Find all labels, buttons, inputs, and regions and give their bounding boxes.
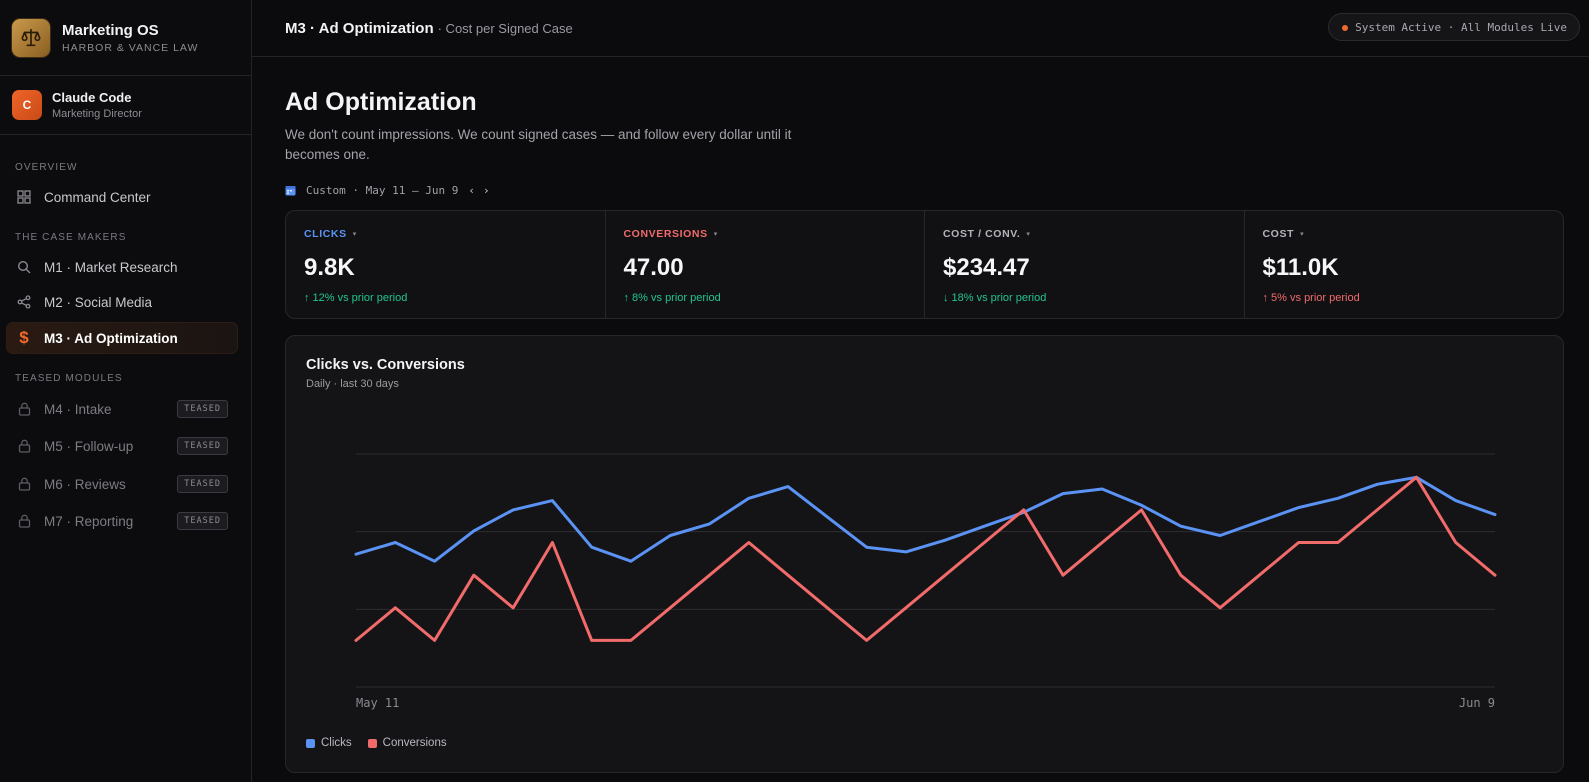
legend-swatch (306, 738, 315, 748)
sidebar-item-label: M6 · Reviews (44, 476, 126, 492)
kpi-strip: CLICKS ▾ 9.8K ↑ 12% vs prior period CONVE… (285, 210, 1564, 319)
legend-swatch (367, 738, 377, 748)
kpi-value: 47.00 (623, 254, 684, 281)
user-name: Claude Code (52, 90, 132, 105)
lock-icon (16, 513, 32, 529)
sidebar-item-ad-optimization[interactable]: $ M3 · Ad Optimization (6, 322, 238, 354)
date-range-label: Custom · May 11 – Jun 9 (306, 184, 459, 197)
brand-subtitle: HARBOR & VANCE LAW (62, 41, 199, 54)
kpi-value: $11.0K (1262, 254, 1339, 281)
kpi-conversions[interactable]: CONVERSIONS ▾ 47.00 ↑ 8% vs prior period (606, 211, 925, 318)
sidebar-item-follow-up[interactable]: M5 · Follow-up TEASED (6, 430, 238, 462)
kpi-delta: ↑ 12% vs prior period (304, 292, 408, 304)
x-tick-label: May 11 (356, 696, 399, 710)
chart-legend: Clicks Conversions (306, 737, 463, 749)
kpi-value: 9.8K (304, 254, 355, 281)
sidebar-item-label: M2 · Social Media (44, 294, 153, 310)
teased-badge: TEASED (177, 437, 228, 455)
sidebar-item-label: M3 · Ad Optimization (44, 330, 178, 346)
teased-badge: TEASED (177, 400, 228, 418)
legend-label: Conversions (382, 737, 447, 749)
caret-down-icon: ▾ (1026, 231, 1031, 238)
kpi-cost[interactable]: COST ▾ $11.0K ↑ 5% vs prior period (1245, 211, 1564, 318)
sidebar-item-reviews[interactable]: M6 · Reviews TEASED (6, 468, 238, 500)
search-icon (16, 259, 32, 275)
chart-subtitle: Daily · last 30 days (306, 378, 399, 390)
section-label-teased: TEASED MODULES (15, 373, 123, 384)
previous-period-button[interactable]: ‹ (468, 184, 475, 197)
sidebar-item-label: Command Center (44, 189, 151, 205)
brand-title: Marketing OS (62, 21, 159, 39)
kpi-clicks[interactable]: CLICKS ▾ 9.8K ↑ 12% vs prior period (286, 211, 606, 318)
kpi-label: COST / CONV. (943, 228, 1021, 240)
next-period-button[interactable]: › (482, 184, 490, 197)
sidebar-item-label: M5 · Follow-up (44, 438, 134, 454)
topbar-title: M3 · Ad Optimization (285, 19, 434, 37)
brand-header[interactable]: Marketing OS HARBOR & VANCE LAW (0, 0, 251, 76)
teased-badge: TEASED (177, 512, 228, 530)
kpi-cost-per-conversion[interactable]: COST / CONV. ▾ $234.47 ↓ 18% vs prior per… (925, 211, 1245, 318)
dollar-icon: $ (19, 328, 29, 347)
lock-icon (16, 438, 32, 454)
sidebar-item-social-media[interactable]: M2 · Social Media (6, 286, 238, 318)
user-profile[interactable]: C Claude Code Marketing Director (0, 76, 251, 135)
sidebar-item-command-center[interactable]: Command Center (6, 181, 238, 213)
sidebar: Marketing OS HARBOR & VANCE LAW C Claude… (0, 0, 252, 782)
topbar: M3 · Ad Optimization · Cost per Signed C… (252, 0, 1589, 57)
series-line-conversions[interactable] (354, 475, 1497, 642)
kpi-label-row: CONVERSIONS ▾ (624, 228, 907, 240)
kpi-label-row: COST / CONV. ▾ (943, 228, 1226, 240)
avatar: C (12, 90, 42, 120)
share-icon (16, 294, 32, 310)
kpi-label: COST (1262, 228, 1295, 240)
line-chart: May 11 Jun 9 (354, 453, 1497, 710)
kpi-label-row: COST ▾ (1263, 228, 1546, 240)
kpi-delta: ↑ 8% vs prior period (623, 292, 721, 304)
x-tick-label: Jun 9 (1459, 696, 1495, 710)
topbar-subtitle: · Cost per Signed Case (437, 20, 573, 36)
legend-label: Clicks (321, 737, 352, 749)
caret-down-icon: ▾ (1300, 231, 1305, 238)
kpi-delta: ↓ 18% vs prior period (943, 292, 1047, 304)
caret-down-icon: ▾ (713, 231, 718, 238)
grid-icon (16, 189, 32, 205)
sidebar-item-market-research[interactable]: M1 · Market Research (6, 251, 238, 283)
user-role: Marketing Director (52, 108, 142, 120)
page-description: We don't count impressions. We count sig… (285, 127, 792, 162)
caret-down-icon: ▾ (352, 231, 357, 238)
status-dot-icon (1342, 25, 1349, 31)
kpi-label: CONVERSIONS (623, 228, 708, 240)
scales-icon (12, 18, 50, 57)
kpi-label-row: CLICKS ▾ (304, 228, 587, 240)
kpi-value: $234.47 (943, 254, 1030, 281)
page-title: Ad Optimization (285, 88, 477, 116)
system-status-badge: System Active · All Modules Live (1328, 13, 1580, 41)
sidebar-item-label: M1 · Market Research (44, 259, 178, 275)
clicks-vs-conversions-chart: May 11 Jun 9 Clicks vs. Conversions Daily… (285, 335, 1564, 773)
kpi-label: CLICKS (304, 228, 347, 240)
kpi-delta: ↑ 5% vs prior period (1262, 292, 1360, 304)
section-label-overview: OVERVIEW (15, 162, 78, 173)
sidebar-item-label: M4 · Intake (44, 401, 112, 417)
legend-item-clicks[interactable]: Clicks (306, 737, 352, 749)
date-range-picker[interactable]: Custom · May 11 – Jun 9 ‹ › (285, 184, 490, 197)
status-text: System Active · All Modules Live (1355, 20, 1567, 34)
lock-icon (16, 476, 32, 492)
lock-icon (16, 401, 32, 417)
section-label-case-makers: THE CASE MAKERS (15, 232, 127, 243)
legend-item-conversions[interactable]: Conversions (367, 737, 447, 749)
calendar-icon (285, 186, 296, 196)
chart-title: Clicks vs. Conversions (306, 357, 465, 373)
teased-badge: TEASED (177, 475, 228, 493)
sidebar-item-label: M7 · Reporting (44, 513, 134, 529)
sidebar-item-reporting[interactable]: M7 · Reporting TEASED (6, 505, 238, 537)
main-content: M3 · Ad Optimization · Cost per Signed C… (252, 0, 1589, 782)
sidebar-item-intake[interactable]: M4 · Intake TEASED (6, 393, 238, 425)
series-line-clicks[interactable] (354, 475, 1497, 563)
